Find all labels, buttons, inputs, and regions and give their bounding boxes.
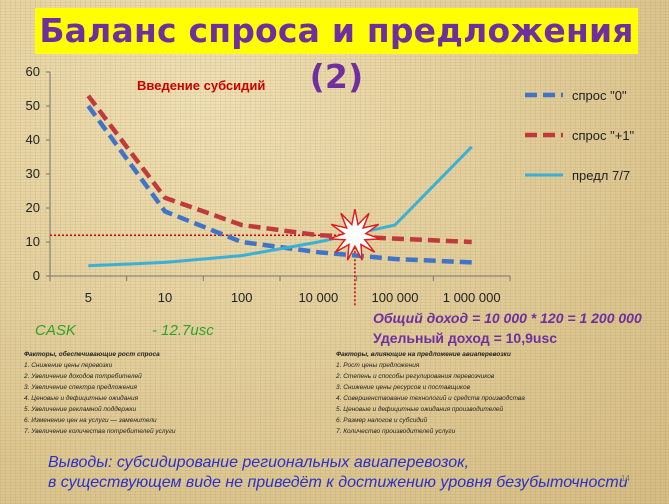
y-tick-label: 50: [26, 98, 40, 113]
supply-factor-item: 4. Совершенствование технологий и средст…: [336, 395, 525, 402]
demand-factor-item: 1. Снижение цены перевозки: [24, 362, 113, 369]
conclusion-line-1: Выводы: субсидирование региональных авиа…: [48, 454, 470, 471]
title-banner: Баланс спроса и предложения (2): [35, 8, 638, 96]
slide-title: Баланс спроса и предложения (2): [39, 11, 634, 96]
demand-factor-item: 5. Увеличение рекламной поддержки: [24, 406, 137, 413]
y-tick-label: 30: [26, 166, 40, 181]
conclusion: Выводы: субсидирование региональных авиа…: [48, 453, 628, 493]
chart-axes: 0 10 20 30 40 50 60 5 10 100 10 000 100 000 1 000 00…: [26, 64, 511, 305]
supply-factors-heading: Факторы, влияющие на предложение авиапер…: [336, 351, 511, 358]
series-line-0: [86, 104, 472, 265]
supply-factor-item: 6. Размер налогов и субсидий: [336, 417, 428, 424]
demand-factor-item: 3. Увеличение спектра предложения: [24, 384, 137, 391]
x-tick-label: 1 000 000: [443, 290, 501, 305]
cask-value: - 12.7usc: [152, 322, 214, 339]
chart-series: [86, 94, 473, 268]
demand-factors: Факторы, обеспечивающие рост спроса 1. С…: [24, 349, 176, 437]
y-tick-label: 0: [33, 268, 40, 283]
demand-factors-heading: Факторы, обеспечивающие рост спроса: [24, 351, 160, 358]
equilibrium-burst: [328, 209, 381, 261]
x-tick-label: 5: [85, 290, 92, 305]
x-tick-label: 10 000: [298, 290, 338, 305]
chart-legend: спрос "0" спрос "+1" предл 7/7: [525, 88, 635, 183]
demand-factor-item: 7. Увеличение количества потребителей ус…: [24, 428, 176, 435]
supply-factor-item: 5. Ценовые и дефицитные ожидания произво…: [336, 406, 504, 413]
equilibrium-burst-icon: [328, 209, 381, 261]
x-tick-label: 10: [158, 290, 172, 305]
legend-label: спрос "0": [572, 88, 627, 103]
conclusion-line-2: в существующем виде не приведёт к достиж…: [48, 474, 628, 491]
demand-factor-item: 2. Увеличение доходов потребителей: [24, 373, 142, 380]
y-tick-label: 40: [26, 132, 40, 147]
total-income: Общий доход = 10 000 * 120 = 1 200 000: [373, 310, 642, 326]
unit-income: Удельный доход = 10,9usc: [373, 330, 558, 346]
y-tick-label: 10: [26, 234, 40, 249]
x-tick-label: 100: [231, 290, 253, 305]
series-line-1: [86, 94, 472, 245]
demand-factor-item: 6. Изменение цен на услуги — заменители: [24, 417, 157, 424]
supply-factor-item: 2. Степень и способы регулирования перев…: [336, 373, 495, 380]
cask-label: CASK: [35, 322, 76, 339]
y-tick-label: 60: [26, 64, 40, 79]
supply-factor-item: 3. Снижение цены ресурсов и поставщиков: [336, 384, 471, 391]
supply-factor-item: 1. Рост цены предложения: [336, 362, 420, 369]
page-number: 14: [621, 474, 630, 483]
y-tick-label: 20: [26, 200, 40, 215]
subsidy-label: Введение субсидий: [137, 78, 265, 93]
supply-factor-item: 7. Количество производителей услуги: [336, 428, 456, 435]
x-tick-label: 100 000: [372, 290, 419, 305]
demand-factor-item: 4. Ценовые и дефицитные ожидания: [24, 395, 139, 402]
series-line-2: [88, 145, 473, 268]
supply-factors: Факторы, влияющие на предложение авиапер…: [336, 349, 525, 437]
legend-label: предл 7/7: [572, 168, 630, 183]
subsidy-guides: [50, 234, 356, 306]
legend-label: спрос "+1": [572, 128, 635, 143]
